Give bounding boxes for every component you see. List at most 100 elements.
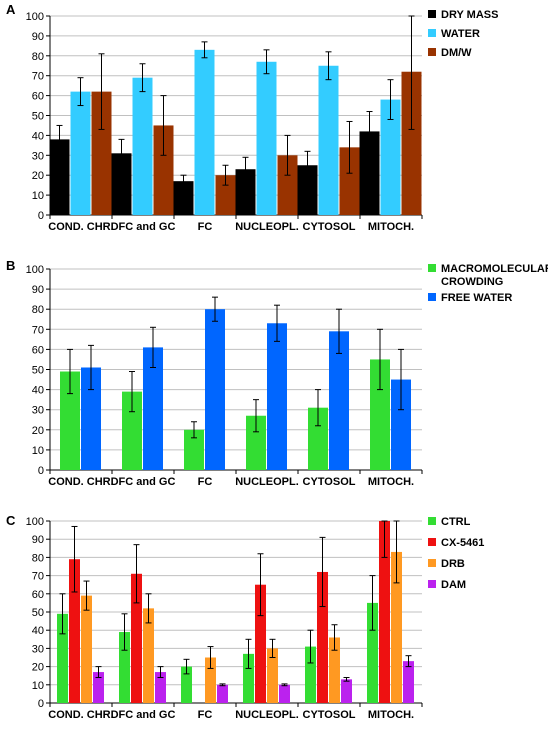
y-tick-label: 80 [32,304,44,316]
legend-swatch [428,538,436,546]
x-tick-label: NUCLEOPL. [235,476,299,488]
y-tick-label: 70 [32,571,44,583]
bar [256,61,277,215]
legend-swatch [428,517,436,525]
bar [215,175,236,215]
legend-label: DM/W [441,47,472,59]
y-tick-label: 30 [32,405,44,417]
bar [243,653,254,703]
bar [155,672,166,703]
x-tick-label: FC [198,221,213,233]
bar [367,602,378,703]
panel-letter: A [6,2,16,17]
bar [279,684,290,703]
bar [122,391,142,470]
legend-label: DAM [441,579,466,591]
x-tick-label: NUCLEOPL. [235,221,299,233]
bar [91,91,112,215]
y-tick-label: 0 [38,210,44,222]
y-tick-label: 100 [26,11,44,23]
y-tick-label: 0 [38,465,44,477]
x-tick-label: DFC and GC [111,221,176,233]
bar [329,637,340,703]
panel-letter: B [6,258,15,273]
bar [341,679,352,703]
y-tick-label: 100 [26,516,44,528]
bar [81,595,92,703]
bar [173,181,194,215]
chart-panel-C: C 0 10 20 30 40 50 60 70 80 90 100 COND. CHR.DFC and… [6,513,484,721]
y-tick-label: 50 [32,111,44,123]
y-tick-label: 0 [38,698,44,710]
x-tick-label: MITOCH. [368,476,414,488]
x-tick-label: MITOCH. [368,221,414,233]
bar [57,613,68,703]
legend-label: DRY MASS [441,9,498,21]
x-tick-label: MITOCH. [368,709,414,721]
y-tick-label: 100 [26,264,44,276]
bar [60,371,80,470]
bar [194,49,215,215]
bar [205,309,225,470]
bar [153,125,174,215]
bar [119,632,130,703]
y-tick-label: 80 [32,552,44,564]
bar [391,551,402,703]
y-tick-label: 60 [32,91,44,103]
x-tick-label: CYTOSOL [303,476,356,488]
y-tick-label: 40 [32,385,44,397]
y-tick-label: 40 [32,130,44,142]
legend-label: CX-5461 [441,537,484,549]
x-tick-label: COND. CHR. [48,221,113,233]
y-tick-label: 30 [32,150,44,162]
y-tick-label: 20 [32,170,44,182]
bar [297,165,318,215]
x-tick-label: DFC and GC [111,709,176,721]
bar [403,661,414,703]
bar [329,331,349,470]
bar [305,646,316,703]
y-tick-label: 10 [32,680,44,692]
bar [380,99,401,215]
bar [205,657,216,703]
bar [49,139,70,215]
y-tick-label: 10 [32,445,44,457]
y-tick-label: 70 [32,324,44,336]
bar [318,65,339,215]
y-tick-label: 40 [32,625,44,637]
y-tick-label: 60 [32,589,44,601]
bar [359,131,380,215]
legend-swatch [428,29,436,37]
bar [370,359,390,470]
bar [143,608,154,703]
legend-label: CTRL [441,516,471,528]
x-tick-label: FC [198,709,213,721]
legend-label: FREE WATER [441,292,512,304]
bar [184,429,204,470]
legend-swatch [428,10,436,18]
y-tick-label: 60 [32,344,44,356]
x-tick-label: DFC and GC [111,476,176,488]
bar [267,648,278,703]
x-tick-label: NUCLEOPL. [235,709,299,721]
bar [111,153,132,215]
legend-swatch [428,559,436,567]
bar [401,71,422,215]
legend-label: DRB [441,558,465,570]
y-tick-label: 70 [32,71,44,83]
y-tick-label: 30 [32,643,44,655]
bar [181,666,192,703]
x-tick-label: CYTOSOL [303,221,356,233]
y-tick-label: 80 [32,51,44,63]
x-tick-label: CYTOSOL [303,709,356,721]
y-tick-label: 90 [32,31,44,43]
bar [217,684,228,703]
legend-swatch [428,293,436,301]
bar [132,77,153,215]
bar [81,367,101,470]
legend-label: MACROMOLECULAR [441,263,548,275]
bar [131,573,142,703]
bar [93,672,104,703]
y-tick-label: 90 [32,284,44,296]
